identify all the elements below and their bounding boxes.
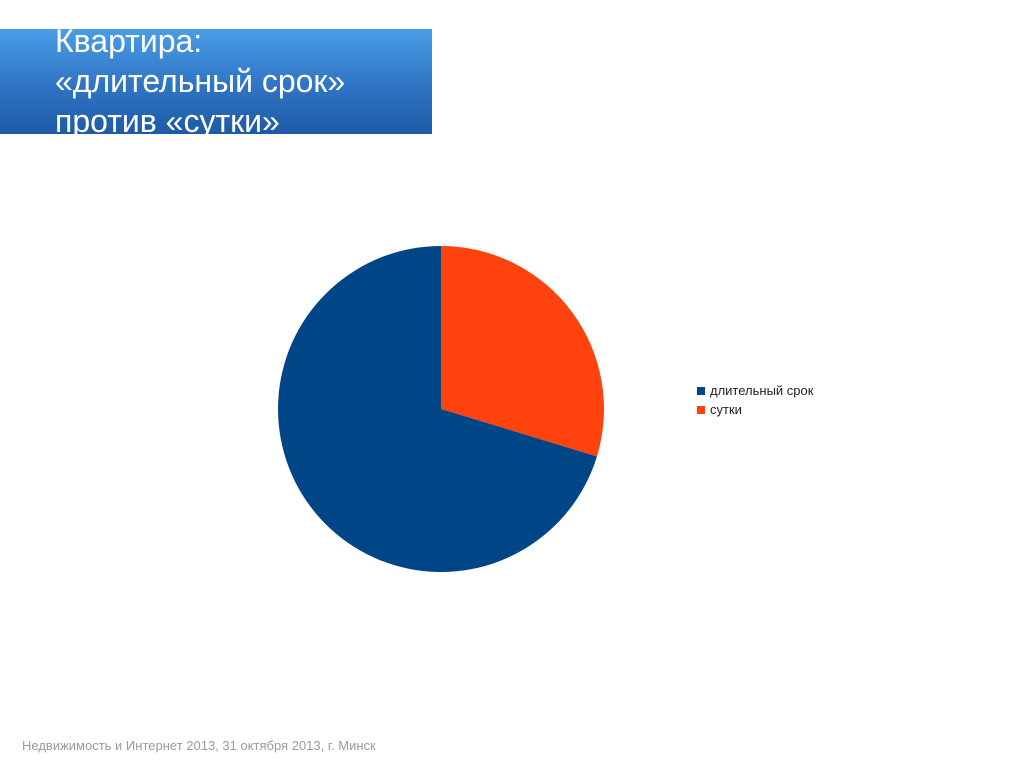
- slide-title: Квартира: «длительный срок» против «сутк…: [55, 29, 425, 134]
- pie-slice-daily: [441, 246, 604, 457]
- legend-swatch-long-term: [697, 386, 705, 395]
- slide-title-box: Квартира: «длительный срок» против «сутк…: [0, 29, 432, 134]
- slide-title-line-3: против «сутки»: [55, 103, 280, 134]
- legend-swatch-daily: [697, 405, 705, 414]
- slide-title-line-1: Квартира:: [55, 29, 203, 59]
- slide-title-line-2: «длительный срок»: [55, 63, 346, 99]
- slide-footer: Недвижимость и Интернет 2013, 31 октября…: [22, 738, 376, 753]
- legend-item-long-term: длительный срок: [697, 381, 813, 400]
- legend-label-long-term: длительный срок: [710, 383, 814, 398]
- chart-legend: длительный срок сутки: [697, 381, 813, 419]
- pie-slice-long-term: [277, 246, 597, 572]
- legend-label-daily: сутки: [710, 402, 742, 417]
- legend-item-daily: сутки: [697, 400, 813, 419]
